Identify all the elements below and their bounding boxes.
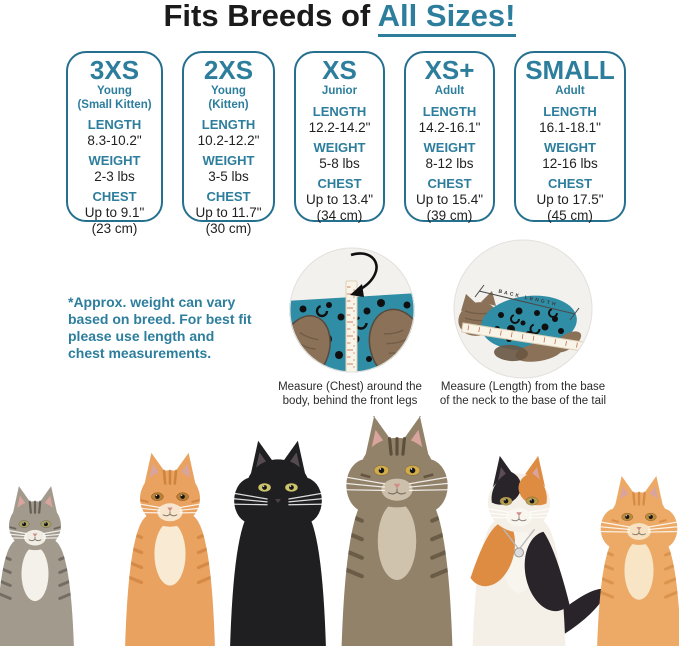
size-subtitle: Junior	[321, 85, 358, 97]
size-card-xs: XS Junior LENGTH 12.2-14.2" WEIGHT 5-8 l…	[294, 51, 385, 223]
weight-label: WEIGHT	[88, 153, 141, 168]
chest-value: Up to 15.4"	[415, 191, 484, 207]
length-value: 12.2-14.2"	[308, 119, 371, 135]
length-value: 10.2-12.2"	[197, 133, 260, 148]
size-card-2xs: 2XS Young (Kitten) LENGTH 10.2-12.2" WEI…	[182, 51, 275, 236]
chest-label: CHEST	[206, 189, 251, 204]
chest-cm-value: (45 cm)	[547, 207, 593, 223]
length-label: LENGTH	[201, 117, 256, 132]
size-name: 2XS	[203, 55, 254, 85]
length-label: LENGTH	[87, 117, 142, 132]
chest-label: CHEST	[547, 175, 593, 191]
weight-value: 3-5 lbs	[208, 169, 249, 184]
title-prefix: Fits Breeds of	[163, 0, 378, 33]
weight-disclaimer-note: *Approx. weight can vary based on breed.…	[68, 294, 252, 361]
size-name: SMALL	[525, 55, 615, 85]
length-measure-caption: Measure (Length) from the base of the ne…	[439, 381, 607, 407]
length-label: LENGTH	[422, 103, 477, 119]
weight-label: WEIGHT	[313, 139, 366, 155]
chest-cm-value: (23 cm)	[91, 221, 138, 236]
chest-value: Up to 9.1"	[84, 205, 145, 220]
size-name: XS+	[424, 55, 475, 85]
cat-illustration-black-cat	[229, 440, 327, 646]
length-value: 16.1-18.1"	[539, 119, 601, 135]
cats-photo-strip	[0, 416, 679, 646]
size-name: XS	[322, 55, 357, 85]
weight-value: 12-16 lbs	[542, 155, 598, 171]
chest-cm-value: (30 cm)	[205, 221, 252, 236]
weight-label: WEIGHT	[202, 153, 255, 168]
length-value: 8.3-10.2"	[87, 133, 142, 148]
chest-label: CHEST	[427, 175, 472, 191]
size-subtitle: Adult	[434, 85, 465, 97]
size-subtitle: Adult	[555, 85, 585, 97]
page-title: Fits Breeds of All Sizes!	[0, 0, 679, 37]
cat-illustration-orange-tabby	[124, 452, 216, 646]
chest-label: CHEST	[317, 175, 362, 191]
weight-label: WEIGHT	[423, 139, 476, 155]
chest-value: Up to 17.5"	[536, 191, 604, 207]
cat-illustration-maine-coon	[340, 416, 454, 646]
cat-illustration-orange-longhair	[596, 476, 679, 646]
cat-illustration-tabby-kitten	[0, 486, 75, 646]
chest-cm-value: (39 cm)	[426, 207, 473, 223]
chest-measure-caption: Measure (Chest) around the body, behind …	[278, 381, 422, 407]
size-card-3xs: 3XS Young (Small Kitten) LENGTH 8.3-10.2…	[66, 51, 163, 236]
chest-value: Up to 11.7"	[195, 205, 262, 220]
size-card-xs-plus: XS+ Adult LENGTH 14.2-16.1" WEIGHT 8-12 …	[404, 51, 495, 223]
length-label: LENGTH	[312, 103, 367, 119]
cat-illustration-calico-cat	[464, 455, 606, 646]
title-highlight: All Sizes!	[377, 0, 516, 37]
size-name: 3XS	[89, 55, 140, 85]
measure-length-photo: BACK LENGTH	[453, 239, 593, 379]
size-subtitle: Young (Small Kitten)	[77, 85, 152, 111]
length-label: LENGTH	[543, 103, 597, 119]
weight-value: 5-8 lbs	[319, 155, 360, 171]
weight-value: 2-3 lbs	[94, 169, 135, 184]
size-cards-row: 3XS Young (Small Kitten) LENGTH 8.3-10.2…	[66, 51, 626, 236]
chest-label: CHEST	[92, 189, 137, 204]
chest-cm-value: (34 cm)	[316, 207, 363, 223]
length-value: 14.2-16.1"	[418, 119, 481, 135]
weight-label: WEIGHT	[544, 139, 596, 155]
size-subtitle: Young (Kitten)	[208, 85, 249, 111]
chest-value: Up to 13.4"	[305, 191, 374, 207]
size-card-small: SMALL Adult LENGTH 16.1-18.1" WEIGHT 12-…	[514, 51, 626, 223]
weight-value: 8-12 lbs	[425, 155, 474, 171]
measure-chest-photo	[289, 247, 415, 373]
